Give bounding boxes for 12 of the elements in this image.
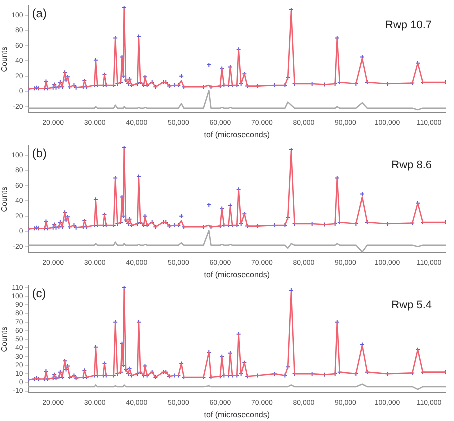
- annotation: Rwp 10.7: [386, 20, 432, 32]
- annotation: (c): [32, 286, 46, 301]
- x-axis-title: tof (microseconds): [204, 270, 270, 280]
- annotation: Rwp 5.4: [392, 300, 432, 312]
- y-axis-title: Counts: [0, 46, 10, 72]
- annotation: (b): [32, 146, 47, 161]
- y-axis-title: Counts: [0, 326, 10, 352]
- x-axis-title: tof (microseconds): [204, 130, 270, 140]
- x-axis-title: tof (microseconds): [204, 410, 270, 420]
- y-axis-title: Counts: [0, 186, 10, 212]
- annotation: Rwp 8.6: [392, 160, 432, 172]
- annotation: (a): [32, 6, 47, 21]
